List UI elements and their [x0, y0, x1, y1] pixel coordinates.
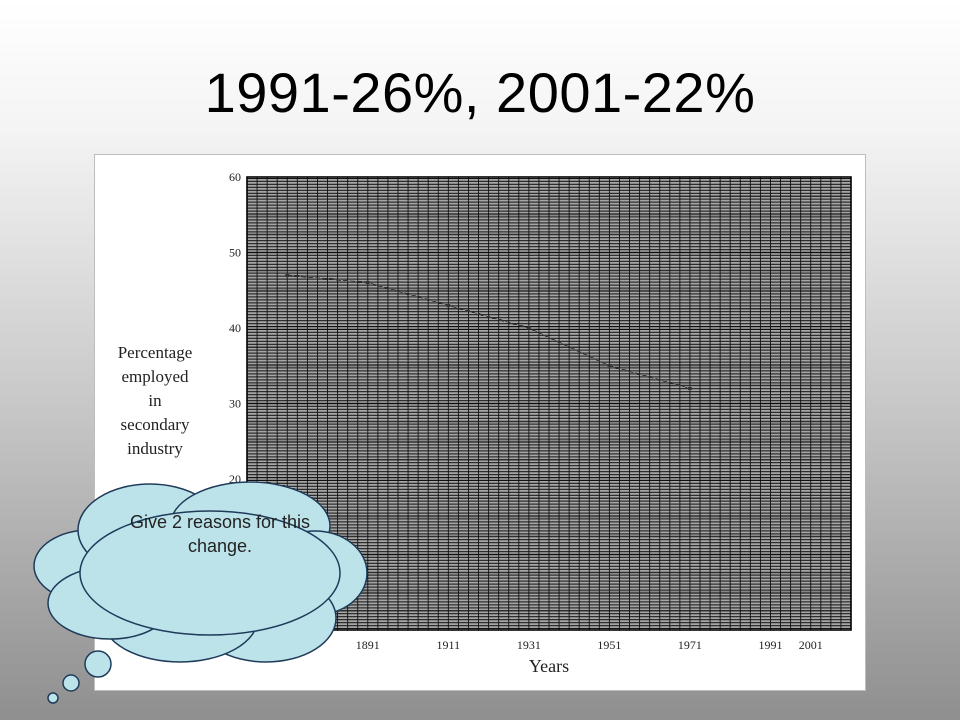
data-point	[687, 386, 692, 391]
y-axis-label: Percentage employed in secondary industry	[118, 343, 193, 458]
y-tick-label: 40	[229, 321, 241, 335]
x-tick-label: 1931	[517, 638, 541, 652]
thought-bubble-callout: Give 2 reasons for this change.	[30, 478, 370, 718]
x-axis-title: Years	[529, 656, 569, 676]
y-axis-label-line: in	[148, 391, 162, 410]
plot-frame	[246, 176, 852, 631]
x-tick-label: 1991	[758, 638, 782, 652]
data-series	[285, 273, 692, 391]
y-axis-label-line: employed	[121, 367, 189, 386]
x-tick-label: 1951	[597, 638, 621, 652]
cloud-shape-icon	[33, 481, 368, 704]
data-point	[365, 280, 370, 285]
x-tick-label: 1971	[678, 638, 702, 652]
x-tick-label: 2001	[799, 638, 823, 652]
data-point	[285, 273, 290, 278]
series-line	[287, 274, 691, 390]
plot-border	[246, 176, 852, 631]
y-axis-label-line: Percentage	[118, 343, 193, 362]
callout-text: Give 2 reasons for this change.	[129, 512, 311, 556]
thought-dot-medium	[62, 674, 80, 692]
cloud-fill	[82, 513, 338, 633]
thought-dot-small	[47, 692, 59, 704]
slide-title: 1991-26%, 2001-22%	[204, 61, 756, 124]
y-axis-label-line: industry	[127, 439, 183, 458]
thought-dot-large	[84, 650, 112, 678]
y-tick-label: 60	[229, 170, 241, 184]
data-point	[607, 363, 612, 368]
data-point	[446, 303, 451, 308]
x-axis-label: Years	[529, 656, 569, 676]
y-axis-label-line: secondary	[121, 415, 190, 434]
data-point	[526, 326, 531, 330]
y-tick-label: 30	[229, 397, 241, 411]
x-tick-label: 1891	[356, 638, 380, 652]
x-tick-label: 1911	[437, 638, 461, 652]
y-tick-label: 50	[229, 246, 241, 260]
